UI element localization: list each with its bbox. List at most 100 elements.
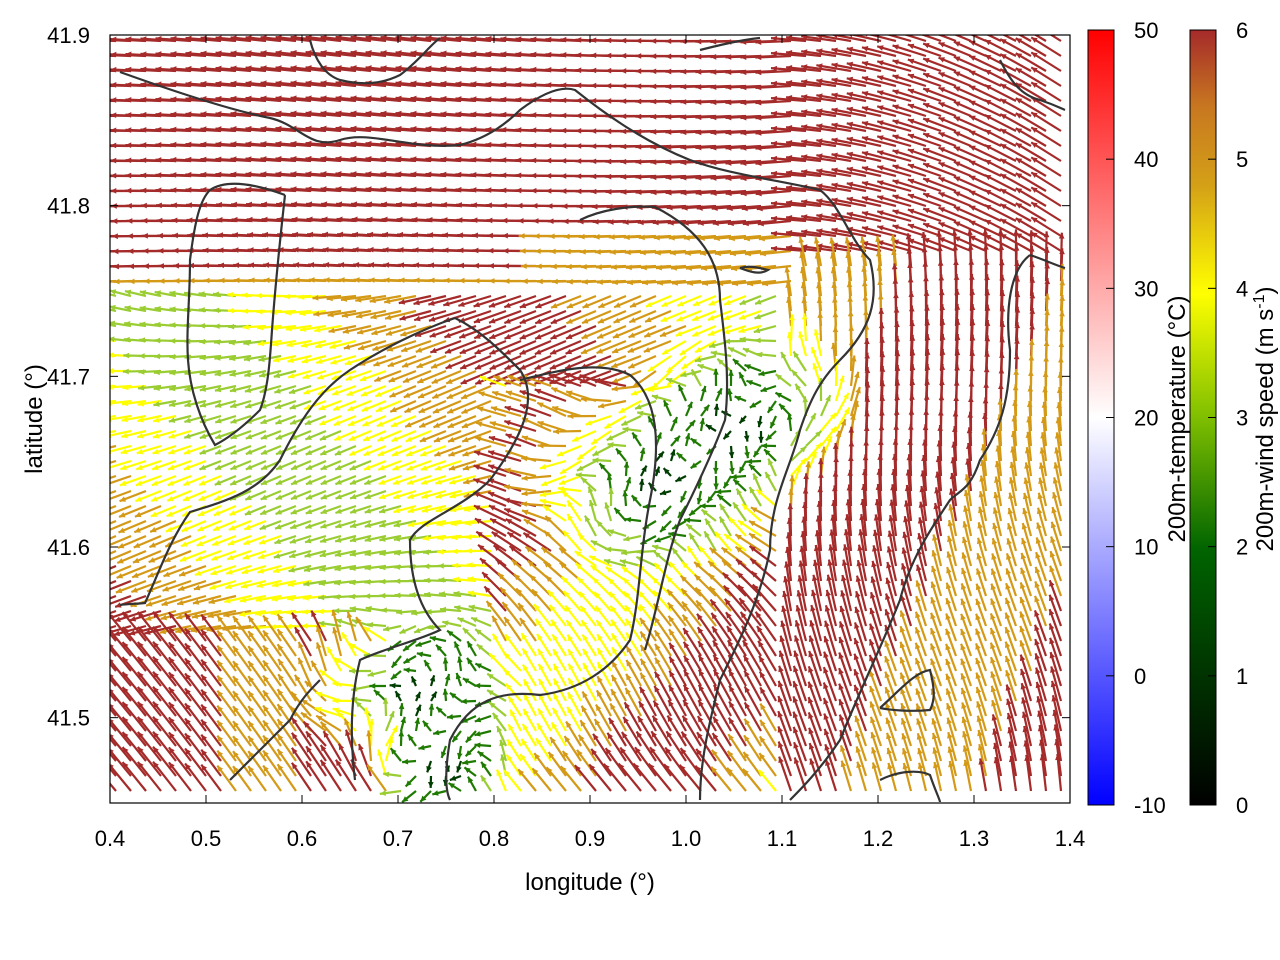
wind-arrow <box>1035 681 1048 717</box>
wind-arrow <box>592 457 612 464</box>
wind-arrow <box>327 309 357 318</box>
wind-arrow <box>305 504 327 515</box>
wind-arrow <box>999 173 1032 192</box>
wind-arrow <box>786 296 793 327</box>
wind-arrow <box>953 35 972 43</box>
wind-arrow <box>232 645 252 672</box>
wind-arrow <box>594 704 612 732</box>
wind-arrow <box>713 460 719 474</box>
wind-arrow <box>305 760 327 792</box>
wind-arrow <box>549 354 582 370</box>
wind-arrow <box>726 204 762 212</box>
wind-arrow <box>868 670 883 702</box>
wind-arrow <box>305 35 342 43</box>
wind-arrow <box>647 384 672 393</box>
wind-arrow <box>686 279 717 286</box>
wind-arrow <box>184 657 207 687</box>
wind-arrow <box>299 324 327 333</box>
wind-arrow <box>313 309 342 317</box>
wind-arrow <box>937 35 957 43</box>
wind-arrow <box>232 765 252 792</box>
wind-arrow <box>872 529 883 567</box>
wind-arrow <box>962 521 973 552</box>
wind-arrow <box>414 717 421 732</box>
wind-arrow <box>831 212 867 223</box>
wind-arrow <box>576 749 597 777</box>
wind-arrow <box>605 546 627 553</box>
wind-arrow <box>876 120 912 133</box>
wind-arrow <box>212 519 237 532</box>
wind-arrow <box>476 750 492 762</box>
wind-arrow <box>876 105 912 118</box>
wind-arrow <box>680 731 702 762</box>
wind-arrow <box>136 626 162 657</box>
wind-arrow <box>999 203 1032 222</box>
wind-arrow <box>816 63 852 73</box>
wind-arrow <box>580 476 597 492</box>
wind-arrow <box>152 701 177 732</box>
wind-arrow <box>349 564 372 571</box>
wind-arrow <box>643 324 672 338</box>
wind-arrow <box>727 346 747 357</box>
wind-arrow <box>1048 579 1063 612</box>
wind-arrow <box>611 369 642 384</box>
wind-arrow <box>553 428 582 435</box>
wind-arrow <box>315 354 342 365</box>
wind-arrow <box>592 445 612 457</box>
wind-arrow <box>355 616 372 642</box>
wind-arrow <box>375 399 402 413</box>
wind-arrow <box>462 677 477 687</box>
wind-arrow <box>149 534 177 549</box>
wind-arrow <box>422 720 432 732</box>
wind-arrow <box>559 460 582 475</box>
wind-arrow <box>288 549 312 559</box>
wind-arrow <box>876 180 912 193</box>
colorbar-tick-label: 10 <box>1134 535 1158 560</box>
wind-arrow <box>247 630 267 657</box>
y-tick-label: 41.9 <box>47 23 90 48</box>
wind-arrow <box>350 49 387 58</box>
wind-arrow <box>364 519 387 528</box>
wind-arrow <box>781 605 793 642</box>
wind-arrow <box>262 659 282 687</box>
wind-arrow <box>110 752 117 762</box>
wind-arrow <box>474 517 507 537</box>
wind-arrow <box>184 747 207 777</box>
wind-arrow <box>758 369 777 377</box>
wind-arrow <box>487 450 522 463</box>
wind-arrow <box>389 384 417 398</box>
wind-arrow <box>922 222 957 238</box>
wind-arrow <box>1030 156 1062 177</box>
wind-arrow <box>1037 710 1048 747</box>
wind-arrow <box>534 294 567 309</box>
wind-arrow <box>566 294 597 309</box>
wind-arrow <box>660 505 672 517</box>
wind-arrow <box>113 624 147 637</box>
wind-arrow <box>968 54 1002 72</box>
wind-arrow <box>623 534 642 542</box>
wind-arrow <box>694 573 717 597</box>
wind-arrow <box>952 426 958 462</box>
wind-arrow <box>885 577 898 612</box>
wind-arrow <box>550 309 582 325</box>
wind-arrow <box>1051 506 1063 537</box>
wind-arrow <box>936 440 943 477</box>
wind-arrow <box>613 507 627 522</box>
wind-arrow <box>1006 712 1018 747</box>
wind-arrow <box>491 633 507 657</box>
wind-arrow <box>273 549 297 559</box>
wind-arrow <box>991 537 1003 567</box>
wind-arrow <box>211 534 237 547</box>
wind-arrow <box>597 294 627 309</box>
wind-arrow <box>135 489 162 503</box>
wind-arrow <box>110 293 117 298</box>
wind-arrow <box>557 486 582 493</box>
wind-arrow <box>960 583 973 612</box>
wind-arrow <box>367 669 387 677</box>
wind-arrow <box>886 747 898 777</box>
wind-arrow <box>697 640 717 672</box>
wind-arrow <box>792 726 808 762</box>
wind-arrow <box>809 620 823 657</box>
wind-arrow <box>466 640 477 657</box>
wind-arrow <box>668 656 687 687</box>
